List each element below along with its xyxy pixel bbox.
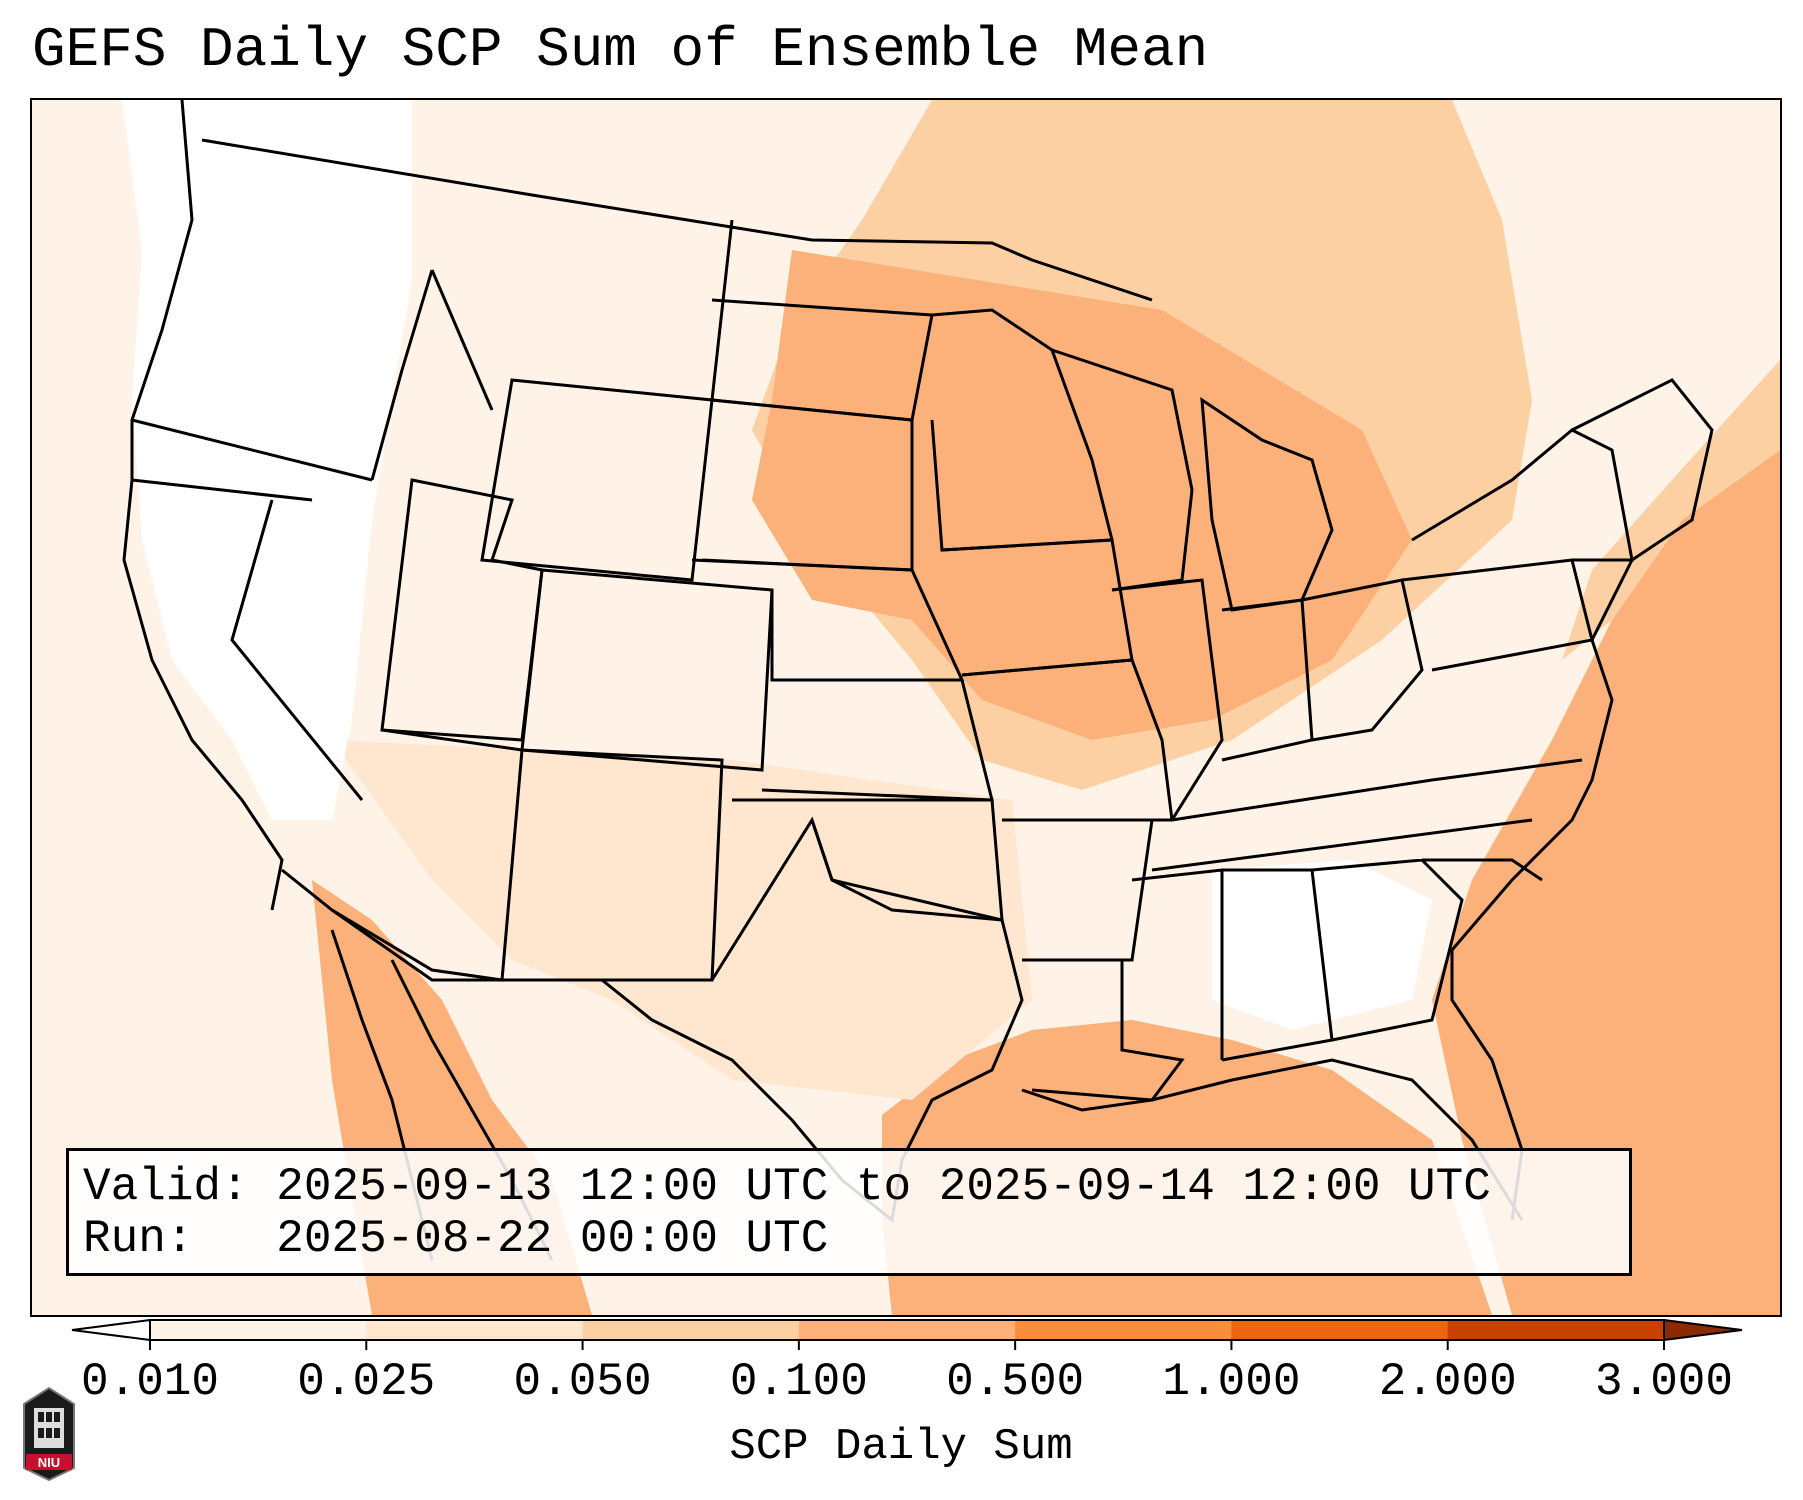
valid-row: Valid: 2025-09-13 12:00 UTC to 2025-09-1… xyxy=(83,1161,1615,1213)
run-value: 2025-08-22 00:00 UTC xyxy=(276,1213,829,1265)
shading-layer xyxy=(122,100,1780,1315)
georgia-carolinas xyxy=(1311,858,1543,1042)
montana-dakotas xyxy=(710,219,734,401)
colorbar-outline xyxy=(149,1319,1665,1341)
map-svg xyxy=(122,100,1780,1315)
colorbar-tick-label: 0.025 xyxy=(297,1356,436,1408)
colorado xyxy=(520,568,774,772)
southwest-light-shading xyxy=(332,740,1032,1100)
kentucky-tennessee xyxy=(1151,758,1583,872)
valid-value: 2025-09-13 12:00 UTC to 2025-09-14 12:00… xyxy=(276,1161,1491,1213)
east-coast xyxy=(1450,559,1634,1221)
colorbar-segment xyxy=(1231,1320,1449,1340)
idaho-montana xyxy=(430,269,494,411)
kansas xyxy=(761,678,994,802)
new-england xyxy=(1571,378,1714,562)
louisiana xyxy=(1022,958,1185,1102)
oregon-california xyxy=(131,478,313,502)
texas xyxy=(601,816,1024,1223)
washington-oregon xyxy=(131,418,373,482)
colorbar-segment xyxy=(798,1320,1016,1340)
colorbar-segment xyxy=(366,1320,584,1340)
map-panel xyxy=(30,98,1782,1317)
colorbar xyxy=(71,1318,1743,1350)
colorbar-ticks xyxy=(149,1340,1665,1350)
new-mexico xyxy=(502,748,724,982)
mexico-border-west xyxy=(281,868,502,982)
colorbar-tick-label: 0.500 xyxy=(946,1356,1085,1408)
colorbar-title: SCP Daily Sum xyxy=(729,1422,1073,1472)
colorbar-over-arrow xyxy=(1663,1318,1743,1342)
illinois xyxy=(1111,578,1224,821)
colorbar-tick-label: 0.010 xyxy=(80,1356,220,1408)
nevada-california xyxy=(230,499,364,801)
atlantic-shading xyxy=(1432,450,1780,1315)
oregon-idaho xyxy=(370,269,434,481)
colorbar-tick-label: 2.000 xyxy=(1378,1356,1517,1408)
colorbar-segment xyxy=(1015,1320,1232,1340)
west-coast xyxy=(122,100,284,911)
midwest-core-shading xyxy=(752,250,1412,740)
canada-border xyxy=(201,138,1153,302)
new-york xyxy=(1411,428,1634,562)
state-boundaries xyxy=(122,100,1714,1261)
mississippi-alabama xyxy=(1131,868,1334,1062)
colorbar-segment xyxy=(150,1320,367,1340)
ohio xyxy=(1301,578,1424,742)
pennsylvania xyxy=(1401,558,1594,672)
logo-text: NIU xyxy=(38,1455,60,1470)
utah xyxy=(380,478,544,742)
wyoming xyxy=(480,378,714,582)
colorbar-tick-label: 1.000 xyxy=(1162,1356,1301,1408)
colorbar-tick-label: 0.100 xyxy=(729,1356,868,1408)
colorbar-under-arrow xyxy=(71,1318,151,1342)
colorbar-segments xyxy=(71,1318,1743,1342)
run-label: Run: xyxy=(83,1213,194,1265)
michigan xyxy=(1200,397,1334,612)
gulf-coast xyxy=(1021,1058,1524,1221)
colorbar-tick-label: 3.000 xyxy=(1594,1356,1734,1408)
map-title: GEFS Daily SCP Sum of Ensemble Mean xyxy=(32,18,1209,82)
run-row: Run: 2025-08-22 00:00 UTC xyxy=(83,1213,1615,1265)
colorbar-tick-label: 0.050 xyxy=(513,1356,652,1408)
atlantic-light-shading xyxy=(1562,360,1780,660)
colorbar-segment xyxy=(1447,1320,1665,1340)
validity-box: Valid: 2025-09-13 12:00 UTC to 2025-09-1… xyxy=(66,1148,1632,1276)
niu-logo: NIU xyxy=(23,1386,75,1482)
valid-label: Valid: xyxy=(83,1161,249,1213)
west-coast-white xyxy=(122,100,412,820)
indiana xyxy=(1221,598,1314,762)
colorbar-segment xyxy=(582,1320,800,1340)
